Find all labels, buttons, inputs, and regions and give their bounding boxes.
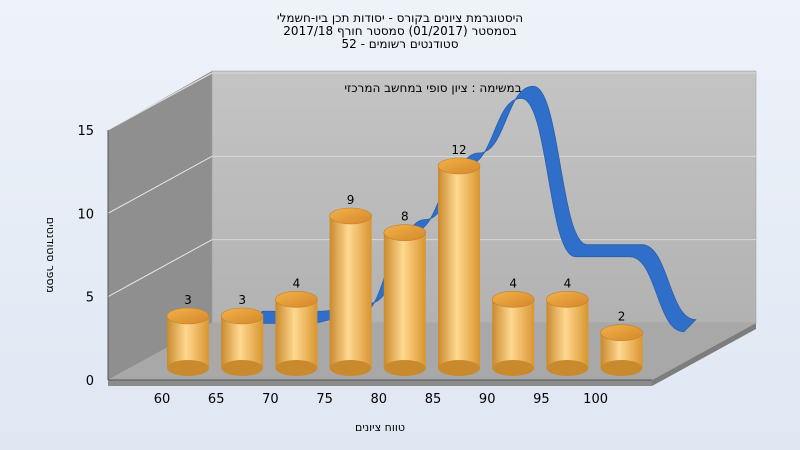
bar: 3 [166,293,210,376]
x-tick-label: 95 [533,392,550,407]
x-tick-label: 80 [371,392,388,407]
x-tick-label: 100 [583,392,608,407]
y-tick-labels: 0 5 10 15 [77,124,94,389]
chart-subtitle: במשימה : ציון סופי במחשב המרכזי [344,81,521,95]
bar-base [492,360,535,376]
bar-value-label: 3 [238,293,246,307]
x-tick-label: 75 [316,392,333,407]
bar: 12 [437,143,481,376]
bar-base [221,360,264,376]
x-tick-label: 60 [154,392,171,407]
y-tick-label: 15 [77,124,94,139]
bar-base [546,360,589,376]
bar-base [167,360,209,376]
bar-top [166,307,210,325]
bar-value-label: 2 [618,310,626,324]
bar-value-label: 8 [401,210,409,224]
bar-base [438,360,480,376]
bar-top [220,307,264,325]
bar-body [492,299,535,368]
bar-body [546,299,589,368]
bar: 4 [275,276,318,376]
x-axis-label: טווח ציונים [355,421,405,434]
bar-body [383,232,426,368]
grid-line-side [107,72,213,131]
grid-line-side [107,155,213,214]
bar: 4 [546,276,589,376]
floor-side-edge [652,323,756,386]
chart-title-line-1: היסטוגרמת ציונים בקורס - יסודות תכן ביו-… [277,11,523,25]
y-tick-label: 10 [77,207,94,222]
bar-base [329,360,372,376]
y-axis-label: מספר סטודנטים [44,217,57,293]
bar-value-label: 4 [509,276,517,290]
side-wall [108,71,212,380]
bar-body [329,216,372,368]
grid-line-side [107,239,213,298]
bar-top [329,207,372,225]
bar-value-label: 9 [347,193,355,207]
bar-top [383,224,427,241]
floor [108,323,756,380]
bar-top [491,291,535,308]
grid-lines [107,72,756,298]
bar-base [600,360,643,376]
bar: 4 [491,276,535,376]
bar-value-label: 4 [293,276,301,290]
bar-body [275,299,318,368]
chart-title-line-3: סטודנטים רשומים - 52 [341,37,458,51]
x-tick-label: 70 [262,392,279,407]
bar-top [437,157,481,175]
x-tick-label: 90 [479,392,496,407]
bar: 9 [329,193,372,376]
bar-top [275,291,318,308]
bar-body [438,166,480,368]
bar-body [167,316,209,368]
x-tick-labels: 60 65 70 75 80 85 90 95 100 [154,392,608,407]
bar-base [275,360,318,376]
bar-top [600,324,643,341]
bar-value-label: 3 [184,293,192,307]
bar-base [383,360,426,376]
bar-value-label: 12 [451,143,466,157]
bar-value-label: 4 [564,276,572,290]
bar: 3 [220,293,264,376]
y-tick-label: 5 [86,291,94,306]
bar-top [546,291,589,308]
floor-edge [108,380,652,386]
bar: 2 [600,310,643,376]
bars: 3 3 4 9 8 12 4 4 2 [166,143,643,376]
bar-body [221,316,264,368]
y-tick-label: 0 [86,374,94,389]
x-tick-label: 85 [425,392,442,407]
chart-title-line-2: בסמסטר (01/2017) סמסטר חורף 2017/18 [283,24,516,38]
bar: 8 [383,210,427,376]
x-tick-label: 65 [208,392,225,407]
